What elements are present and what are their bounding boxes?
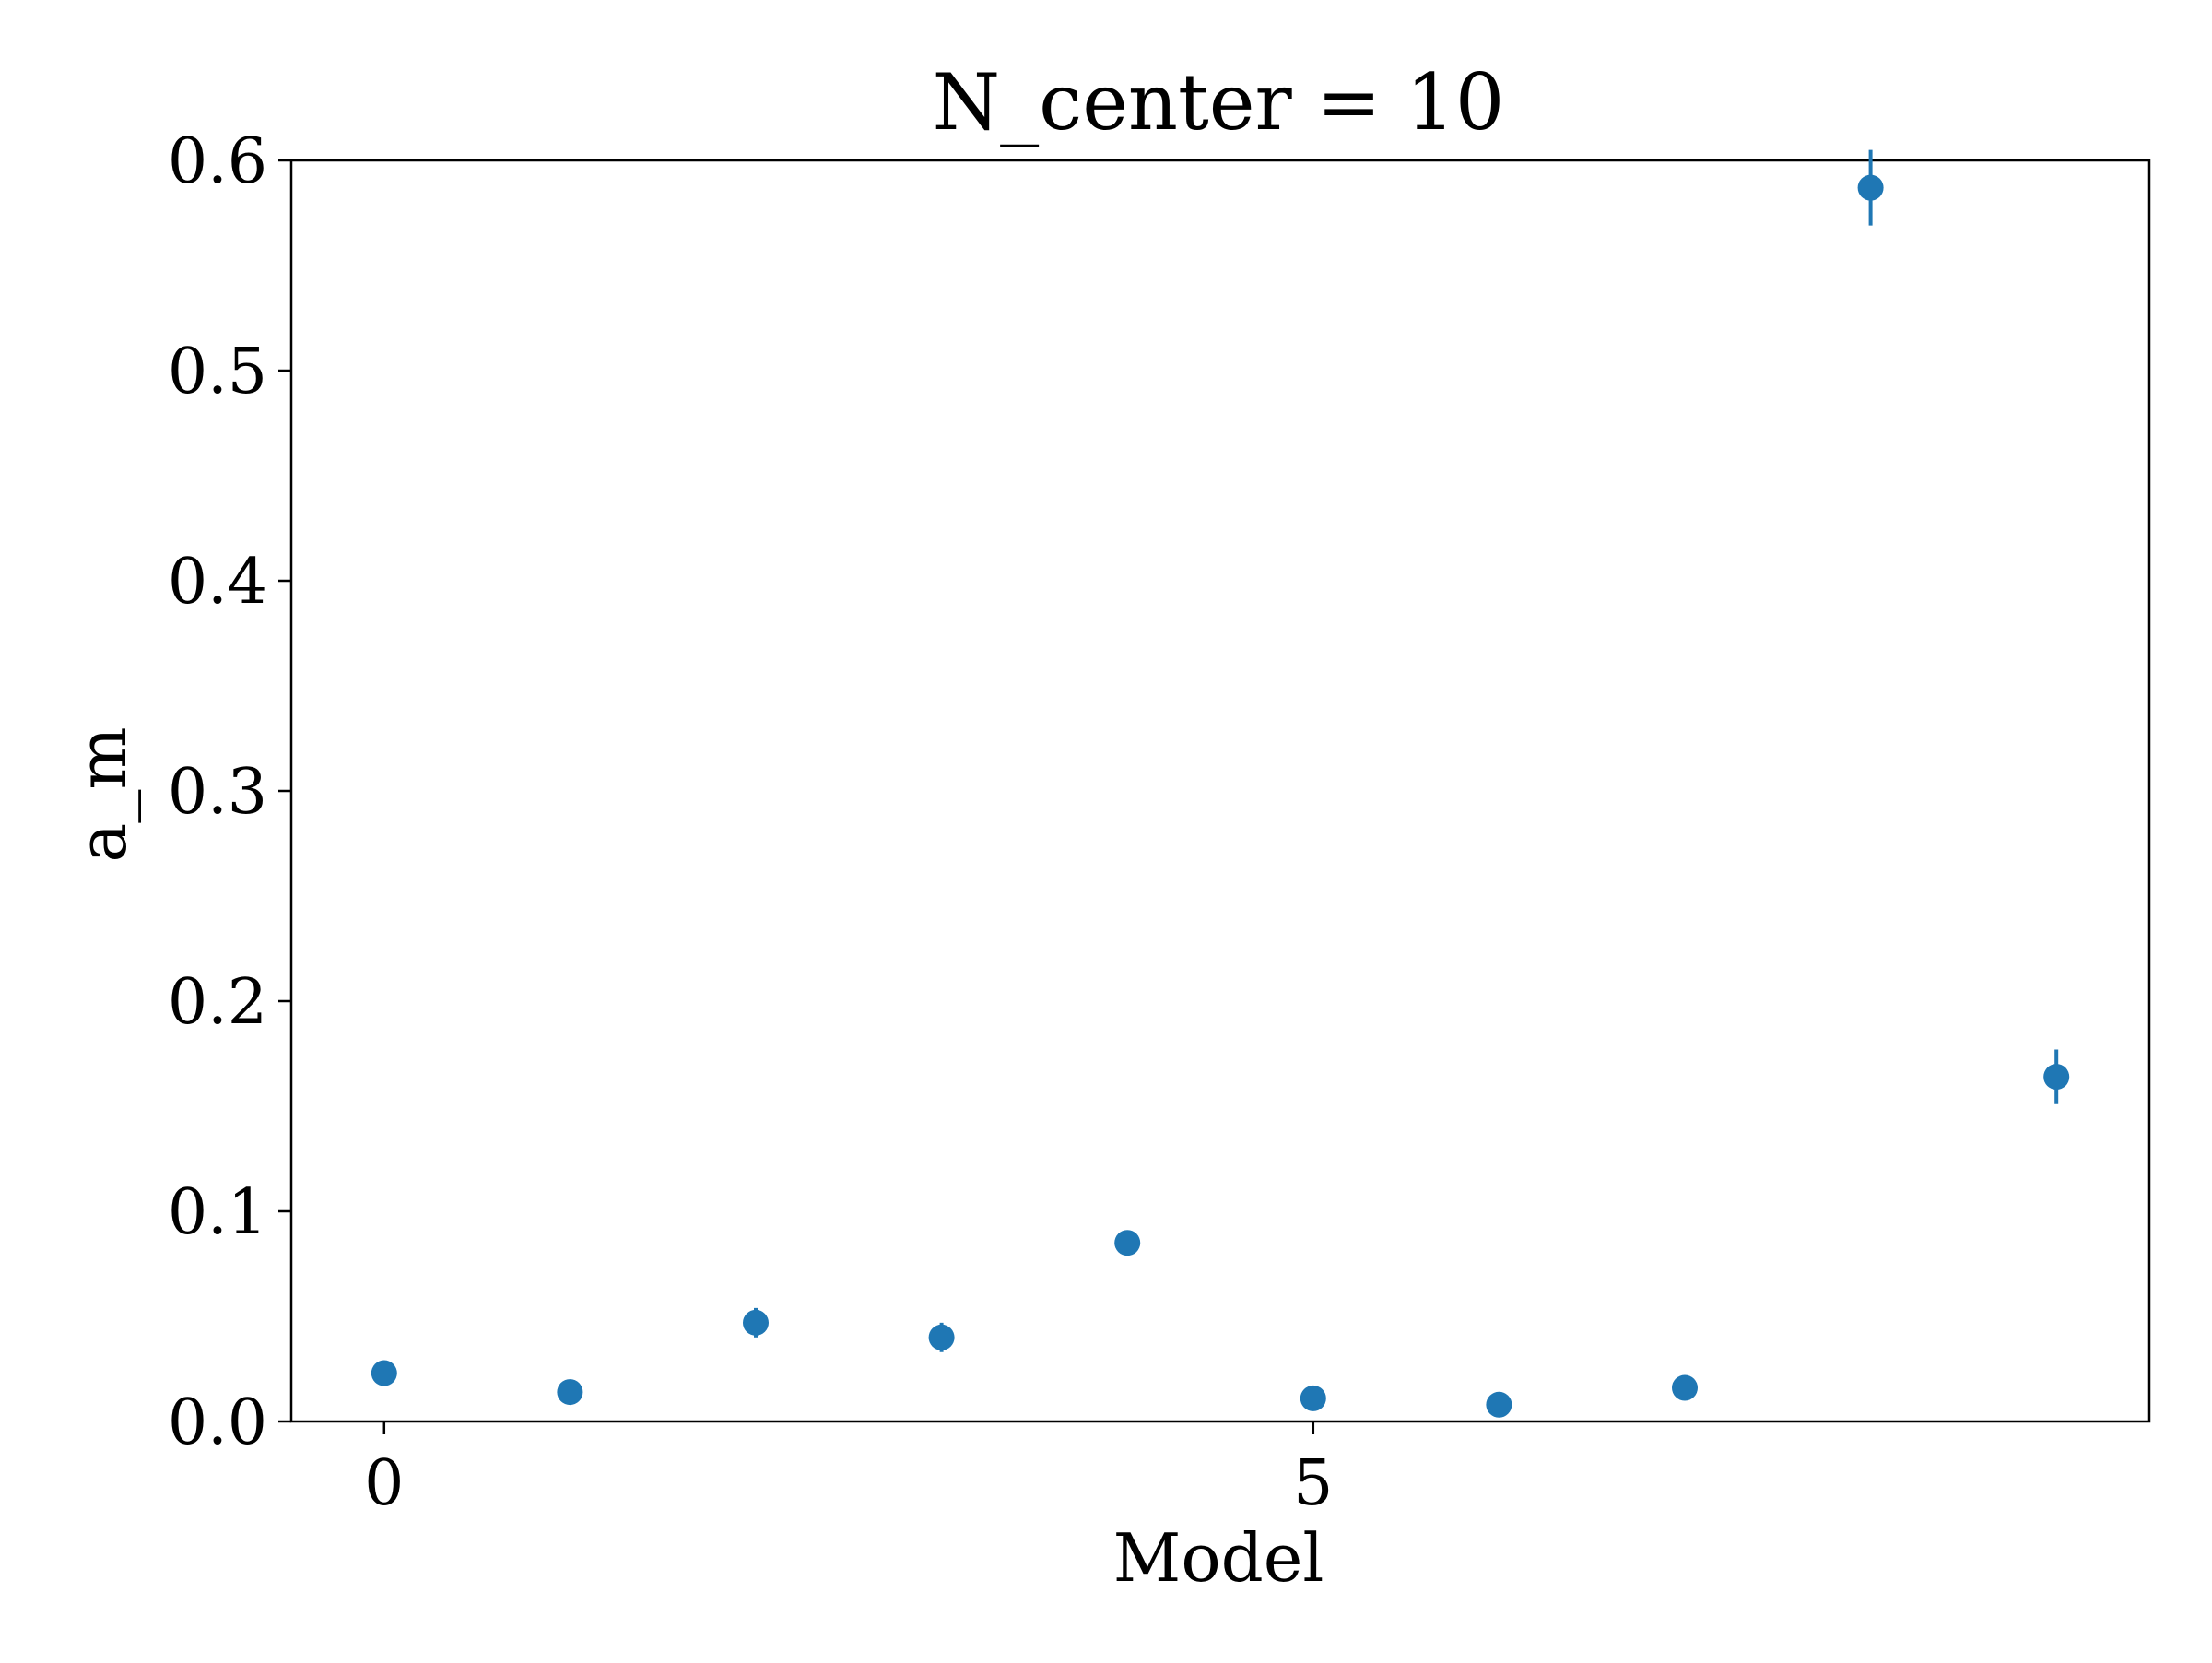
plot-frame xyxy=(289,159,2151,1423)
chart-title: N_center = 10 xyxy=(933,57,1505,147)
x-axis-label: Model xyxy=(1113,1519,1324,1597)
y-tick-label: 0.4 xyxy=(168,546,267,619)
y-tick-label: 0.0 xyxy=(168,1386,267,1459)
y-tick-label: 0.2 xyxy=(168,966,267,1039)
y-tick-label: 0.3 xyxy=(168,756,267,829)
y-axis-label: a_m xyxy=(64,726,141,862)
data-point xyxy=(1486,1391,1512,1418)
data-points xyxy=(371,149,2070,1418)
data-point xyxy=(1114,1230,1141,1256)
data-point xyxy=(557,1379,583,1406)
y-tick-label: 0.1 xyxy=(168,1176,267,1249)
data-point xyxy=(1300,1385,1326,1411)
data-point xyxy=(928,1324,955,1350)
data-point xyxy=(2043,1064,2070,1091)
y-tick-label: 0.6 xyxy=(168,125,267,198)
x-tick-label: 5 xyxy=(1293,1447,1333,1520)
x-tick-label: 0 xyxy=(364,1447,404,1520)
data-point xyxy=(1857,174,1884,201)
axes-layer: 0.0 0.1 0.2 0.3 0.4 0.5 0.6 0 5 xyxy=(168,125,2151,1520)
data-point xyxy=(371,1360,397,1386)
data-point xyxy=(743,1309,769,1336)
y-tick-label: 0.5 xyxy=(168,336,267,408)
data-point xyxy=(1672,1374,1698,1401)
